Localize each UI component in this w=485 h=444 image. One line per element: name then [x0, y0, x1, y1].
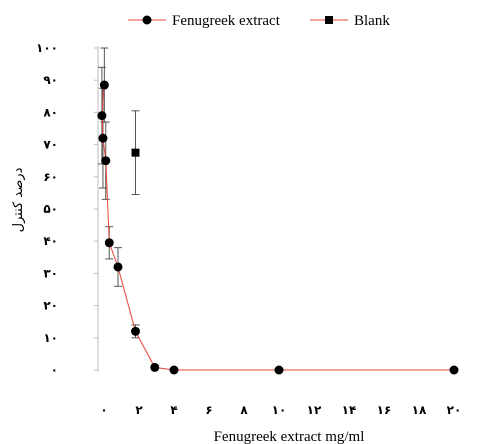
y-tick-label: ۱۰۰: [36, 41, 58, 55]
legend-marker: [142, 15, 152, 25]
data-markers: [97, 80, 459, 375]
data-point: [104, 238, 114, 248]
y-axis-label: درصد کنترل: [11, 167, 26, 232]
x-tick-label: ۱۲: [307, 403, 322, 417]
y-tick-label: ۷۰: [43, 138, 58, 152]
x-tick-label: ۲۰: [447, 403, 462, 417]
data-point: [97, 111, 107, 121]
x-axis-label: Fenugreek extract mg/ml: [214, 429, 365, 444]
y-tick-label: ۲۰: [43, 299, 58, 313]
data-point: [131, 148, 140, 157]
data-point: [99, 80, 109, 90]
y-tick-label: ۰: [51, 363, 58, 377]
x-tick-label: ۸: [240, 403, 248, 417]
x-tick-label: ۴: [170, 403, 177, 417]
axes: ۰ ۱۰ ۲۰ ۳۰ ۴۰ ۵۰ ۶۰ ۷۰ ۸۰ ۹۰ ۱۰۰ ۰ ۲ ۴ ۶ ۸ ۱۰ ۱۲ ۱۴ ۱۶ ۱۸ ۲۰: [36, 41, 461, 417]
data-point: [449, 365, 459, 375]
y-tick-label: ۵۰: [43, 202, 58, 216]
x-tick-label: ۱۰: [272, 403, 287, 417]
x-tick-label: ۰: [100, 403, 107, 417]
data-point: [274, 365, 284, 375]
legend-marker: [325, 16, 333, 24]
legend-label: Blank: [354, 13, 390, 29]
y-tick-label: ۳۰: [43, 266, 58, 280]
data-point: [150, 362, 160, 372]
legend: Fenugreek extract Blank: [128, 13, 390, 29]
data-point: [131, 326, 140, 336]
y-tick-label: ۱۰: [43, 331, 58, 345]
data-point: [101, 156, 111, 166]
y-tick-label: ۸۰: [43, 105, 58, 119]
x-tick-label: ۱۸: [412, 403, 427, 417]
x-tick-label: ۲: [135, 403, 143, 417]
y-tick-label: ۶۰: [43, 170, 58, 184]
series-line: [101, 84, 454, 371]
y-tick-label: ۴۰: [43, 234, 58, 248]
y-tick-label: ۹۰: [43, 73, 58, 87]
data-point: [169, 365, 179, 375]
x-tick-label: ۶: [205, 403, 212, 417]
data-point: [98, 133, 108, 143]
data-point: [113, 262, 123, 272]
x-tick-label: ۱۴: [342, 403, 357, 417]
legend-label: Fenugreek extract: [172, 13, 281, 29]
series-lines: [101, 84, 454, 371]
x-tick-label: ۱۶: [377, 403, 392, 417]
